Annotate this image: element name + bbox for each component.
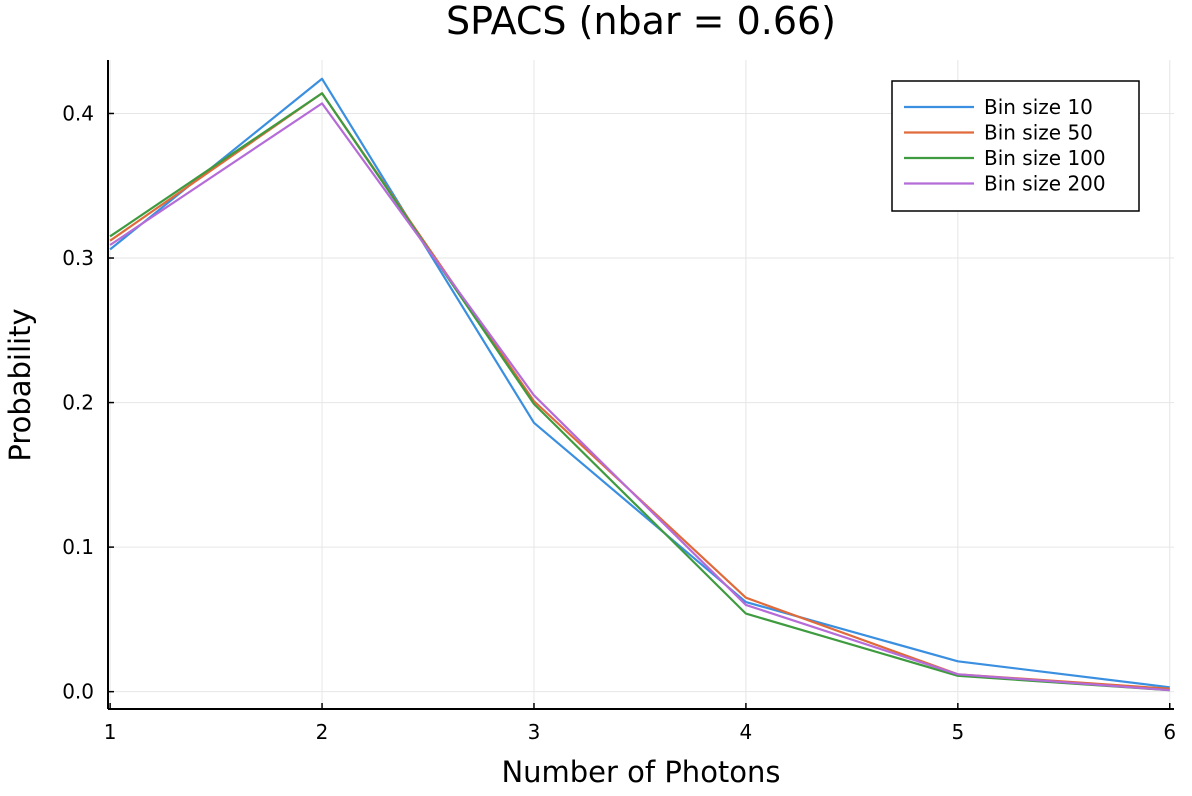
- x-tick-label: 5: [951, 720, 964, 744]
- chart-title: SPACS (nbar = 0.66): [446, 0, 836, 43]
- legend-label: Bin size 200: [984, 172, 1106, 196]
- x-tick-label: 4: [740, 720, 753, 744]
- y-tick-label: 0.4: [62, 101, 94, 125]
- legend-label: Bin size 100: [984, 146, 1106, 170]
- x-tick-label: 3: [528, 720, 541, 744]
- series-line-bin-size-200: [109, 102, 1170, 692]
- legend-label: Bin size 10: [984, 95, 1093, 119]
- y-tick-label: 0.0: [62, 680, 94, 704]
- series-lines: [109, 77, 1170, 692]
- y-tick-label: 0.1: [62, 535, 94, 559]
- series-line-bin-size-100: [109, 92, 1170, 692]
- y-tick-label: 0.3: [62, 246, 94, 270]
- series-line-bin-size-10: [109, 77, 1170, 689]
- x-tick-label: 2: [316, 720, 329, 744]
- y-axis-label: Probability: [3, 308, 37, 461]
- y-tick-label: 0.2: [62, 391, 94, 415]
- grid: [108, 60, 1174, 709]
- x-tick-label: 6: [1163, 720, 1176, 744]
- x-tick-label: 1: [104, 720, 117, 744]
- x-axis-label: Number of Photons: [501, 755, 780, 789]
- legend-label: Bin size 50: [984, 121, 1093, 145]
- axes: 1 2 3 4 5 6 0.0 0.1 0.2 0.3 0.4: [62, 60, 1176, 744]
- legend-box: [891, 80, 1140, 212]
